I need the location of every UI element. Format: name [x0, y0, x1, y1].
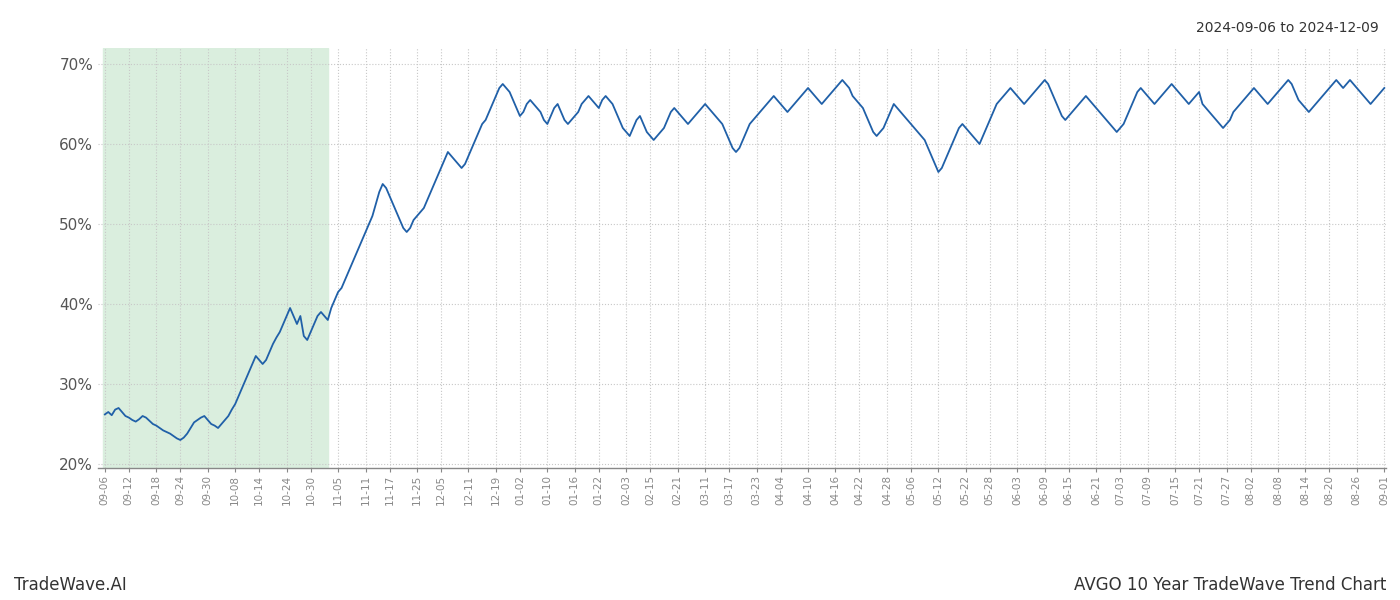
Text: 2024-09-06 to 2024-12-09: 2024-09-06 to 2024-12-09: [1196, 21, 1379, 35]
Text: AVGO 10 Year TradeWave Trend Chart: AVGO 10 Year TradeWave Trend Chart: [1074, 576, 1386, 594]
Bar: [104, 48, 328, 468]
Text: TradeWave.AI: TradeWave.AI: [14, 576, 127, 594]
